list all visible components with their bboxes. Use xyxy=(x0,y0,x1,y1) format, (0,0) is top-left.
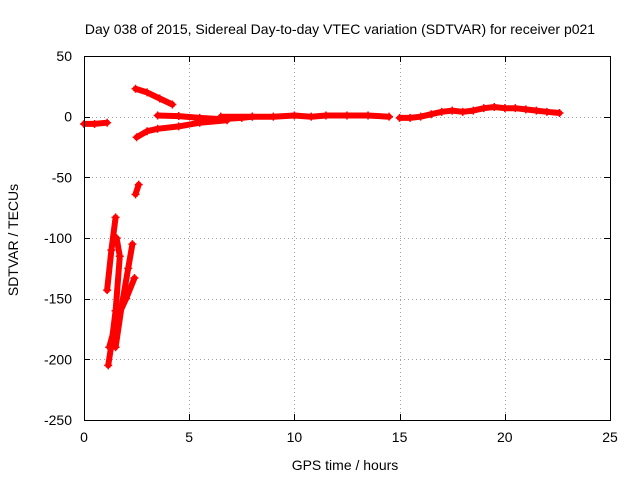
x-tick-label: 5 xyxy=(185,429,193,445)
data-point xyxy=(104,361,113,370)
data-point xyxy=(511,104,520,113)
data-point xyxy=(103,286,112,295)
series-trace xyxy=(396,104,563,121)
data-point xyxy=(555,109,564,118)
x-tick-label: 10 xyxy=(287,429,303,445)
y-tick-label: -50 xyxy=(52,169,72,185)
data-point xyxy=(385,112,394,121)
data-series xyxy=(80,84,564,370)
data-point xyxy=(143,127,152,136)
data-point xyxy=(542,107,551,116)
y-tick-label: -250 xyxy=(44,412,72,428)
data-point xyxy=(469,106,478,115)
data-point xyxy=(269,112,278,121)
x-tick-label: 20 xyxy=(497,429,513,445)
data-point xyxy=(111,343,120,352)
data-point xyxy=(130,274,139,283)
data-point xyxy=(128,240,137,249)
x-axis-label: GPS time / hours xyxy=(292,457,399,473)
data-point xyxy=(395,113,404,122)
data-point xyxy=(143,88,152,97)
data-point xyxy=(448,106,457,115)
y-tick-label: -200 xyxy=(44,351,72,367)
data-point xyxy=(307,112,316,121)
data-point xyxy=(153,111,162,120)
data-point xyxy=(406,113,415,122)
data-point xyxy=(112,234,121,242)
data-point xyxy=(168,100,177,109)
x-tick-label: 15 xyxy=(392,429,408,445)
data-point xyxy=(134,180,143,189)
data-point xyxy=(490,102,499,111)
data-point xyxy=(521,105,530,114)
data-point xyxy=(111,213,120,222)
data-point xyxy=(131,190,140,199)
series-trace xyxy=(132,85,176,108)
y-tick-label: -150 xyxy=(44,291,72,307)
data-point xyxy=(117,300,126,309)
data-point xyxy=(364,111,373,120)
y-tick-label: 0 xyxy=(64,109,72,125)
data-point xyxy=(500,104,509,113)
data-point xyxy=(290,111,299,120)
data-point xyxy=(132,133,141,142)
series-trace xyxy=(133,117,231,141)
y-axis-label: SDTVAR / TECUs xyxy=(5,184,21,296)
data-point xyxy=(90,119,99,128)
data-point xyxy=(343,111,351,120)
data-point xyxy=(107,246,116,255)
data-point xyxy=(155,94,164,103)
series-trace xyxy=(217,112,393,120)
chart-title: Day 038 of 2015, Sidereal Day-to-day VTE… xyxy=(85,21,595,37)
x-tick-label: 0 xyxy=(80,429,88,445)
data-point xyxy=(532,106,541,115)
data-point xyxy=(427,110,436,119)
data-point xyxy=(153,124,162,133)
x-tick-label: 25 xyxy=(602,429,618,445)
data-point xyxy=(416,112,425,121)
data-point xyxy=(195,113,204,122)
data-point xyxy=(115,252,124,261)
series-trace xyxy=(112,241,136,351)
data-point xyxy=(437,107,446,116)
data-point xyxy=(103,118,112,127)
y-tick-label: -100 xyxy=(44,230,72,246)
data-point xyxy=(131,84,140,93)
data-point xyxy=(124,264,133,273)
data-point xyxy=(174,112,183,121)
data-point xyxy=(216,112,225,121)
data-point xyxy=(479,104,488,113)
data-point xyxy=(321,111,330,120)
data-point xyxy=(248,112,257,121)
axis-ticks: 0 5 10 15 20 25 50 0 -50 -100 -150 -200 -250 xyxy=(44,48,618,445)
data-point xyxy=(174,122,183,131)
y-tick-label: 50 xyxy=(56,48,72,64)
data-point xyxy=(458,107,467,116)
